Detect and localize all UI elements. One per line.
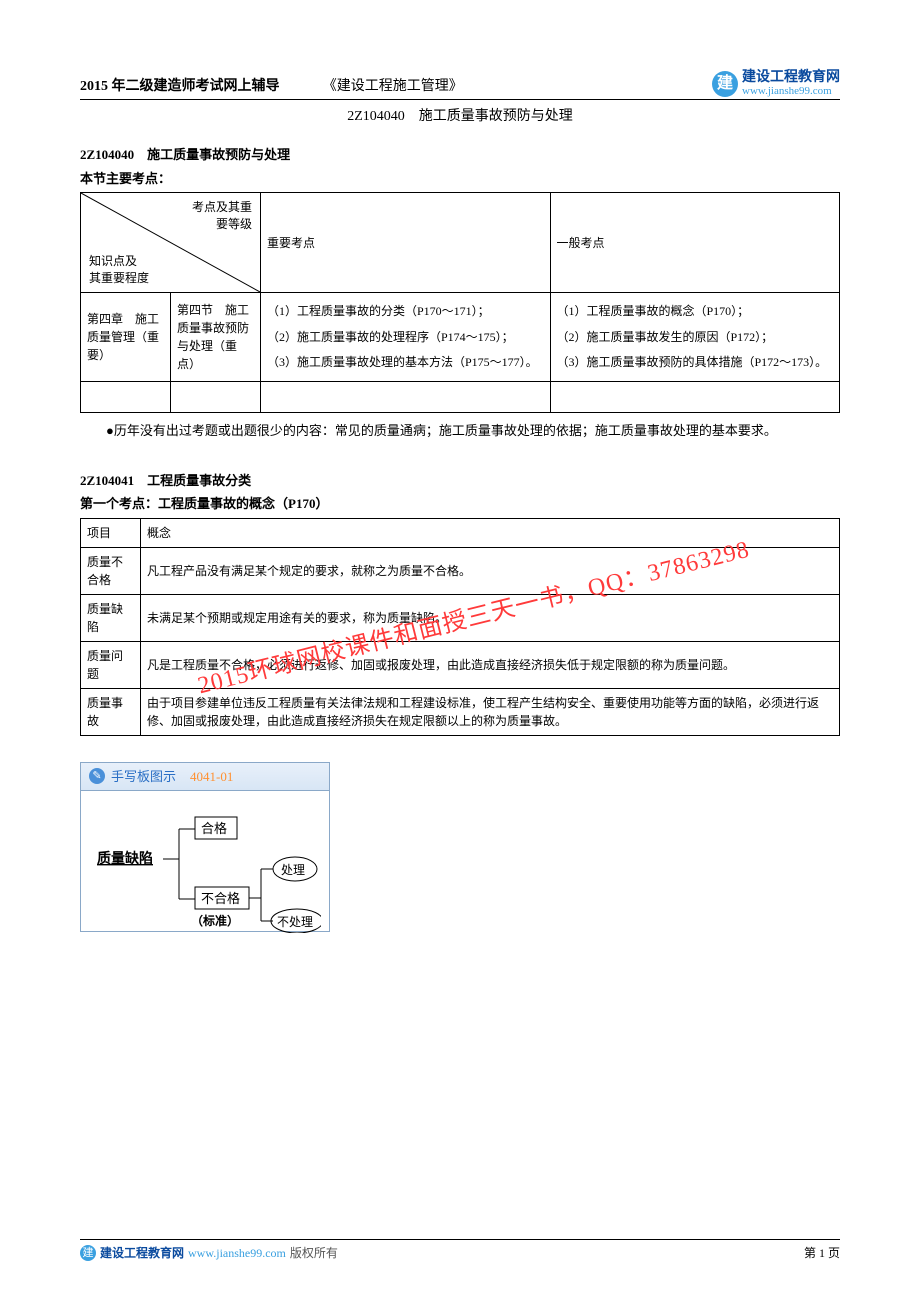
logo-cn: 建设工程教育网 bbox=[742, 70, 840, 85]
kt-c4: （1）工程质量事故的概念（P170）； （2）施工质量事故发生的原因（P172）… bbox=[550, 293, 840, 382]
ct-r0c0: 质量不合格 bbox=[81, 547, 141, 594]
section1-code: 2Z104040 施工质量事故预防与处理 bbox=[80, 145, 840, 165]
ct-h0: 项目 bbox=[81, 518, 141, 547]
concepts-table: 项目 概念 质量不合格 凡工程产品没有满足某个规定的要求，就称之为质量不合格。 … bbox=[80, 518, 840, 736]
section2-code: 2Z104041 工程质量事故分类 bbox=[80, 471, 840, 491]
ct-r2c1: 凡是工程质量不合格，必须进行返修、加固或报废处理，由此造成直接经济损失低于规定限… bbox=[141, 641, 840, 688]
ct-r2c0: 质量问题 bbox=[81, 641, 141, 688]
ct-r1c1: 未满足某个预期或规定用途有关的要求，称为质量缺陷。 bbox=[141, 594, 840, 641]
ct-r0c1: 凡工程产品没有满足某个规定的要求，就称之为质量不合格。 bbox=[141, 547, 840, 594]
kt-c3: （1）工程质量事故的分类（P170～171）； （2）施工质量事故的处理程序（P… bbox=[261, 293, 551, 382]
node-fail: 不合格 bbox=[201, 891, 240, 906]
kt-empty-3 bbox=[261, 382, 551, 413]
history-note: ●历年没有出过考题或出题很少的内容：常见的质量通病；施工质量事故处理的依据；施工… bbox=[80, 421, 840, 441]
header-logo: 建 建设工程教育网 www.jianshe99.com bbox=[712, 70, 840, 97]
main-title: 2Z104040 施工质量事故预防与处理 bbox=[80, 106, 840, 127]
handboard-code: 4041-01 bbox=[190, 767, 233, 787]
footer-copy: 版权所有 bbox=[290, 1244, 338, 1262]
page-footer: 建 建设工程教育网 www.jianshe99.com 版权所有 第 1 页 bbox=[80, 1239, 840, 1262]
handboard-diagram: 质量缺陷 合格 不合格 （标准） bbox=[91, 803, 321, 933]
diagonal-header-cell: 考点及其重 要等级 知识点及 其重要程度 bbox=[81, 193, 261, 293]
ct-r1c0: 质量缺陷 bbox=[81, 594, 141, 641]
kt-empty-4 bbox=[550, 382, 840, 413]
kt-c2: 第四节 施工质量事故预防与处理（重点） bbox=[171, 293, 261, 382]
header-left: 2015 年二级建造师考试网上辅导 bbox=[80, 79, 280, 94]
page-header: 2015 年二级建造师考试网上辅导 《建设工程施工管理》 建 建设工程教育网 w… bbox=[80, 70, 840, 100]
diag-bottom-label: 知识点及 其重要程度 bbox=[89, 253, 149, 287]
kt-empty-1 bbox=[81, 382, 171, 413]
handboard-title: 手写板图示 bbox=[111, 767, 176, 787]
node-handle: 处理 bbox=[281, 863, 305, 877]
header-center: 《建设工程施工管理》 bbox=[323, 79, 463, 94]
footer-url: www.jianshe99.com bbox=[188, 1244, 286, 1262]
handboard-body: 质量缺陷 合格 不合格 （标准） bbox=[81, 791, 329, 931]
footer-page: 第 1 页 bbox=[804, 1244, 840, 1262]
kt-c1: 第四章 施工质量管理（重要） bbox=[81, 293, 171, 382]
node-nohandle: 不处理 bbox=[277, 915, 313, 929]
col-general: 一般考点 bbox=[550, 193, 840, 293]
logo-url: www.jianshe99.com bbox=[742, 85, 840, 97]
col-important: 重要考点 bbox=[261, 193, 551, 293]
handboard-header: ✎ 手写板图示 4041-01 bbox=[81, 763, 329, 792]
ct-r3c1: 由于项目参建单位违反工程质量有关法律法规和工程建设标准，使工程产生结构安全、重要… bbox=[141, 688, 840, 735]
section1-sub: 本节主要考点： bbox=[80, 169, 840, 189]
handboard-panel: ✎ 手写板图示 4041-01 质量缺陷 合格 不合格 （标准） bbox=[80, 762, 330, 933]
logo-icon: 建 bbox=[712, 71, 738, 97]
node-root: 质量缺陷 bbox=[97, 850, 153, 867]
knowledge-table: 考点及其重 要等级 知识点及 其重要程度 重要考点 一般考点 第四章 施工质量管… bbox=[80, 192, 840, 413]
handboard-icon: ✎ bbox=[89, 768, 105, 784]
footer-icon: 建 bbox=[80, 1245, 96, 1261]
kt-empty-2 bbox=[171, 382, 261, 413]
node-pass: 合格 bbox=[201, 821, 227, 836]
footer-cn: 建设工程教育网 bbox=[100, 1244, 184, 1262]
node-std: （标准） bbox=[191, 913, 239, 928]
section2-point: 第一个考点：工程质量事故的概念（P170） bbox=[80, 494, 840, 514]
ct-h1: 概念 bbox=[141, 518, 840, 547]
diag-top-label: 考点及其重 要等级 bbox=[192, 199, 252, 233]
ct-r3c0: 质量事故 bbox=[81, 688, 141, 735]
